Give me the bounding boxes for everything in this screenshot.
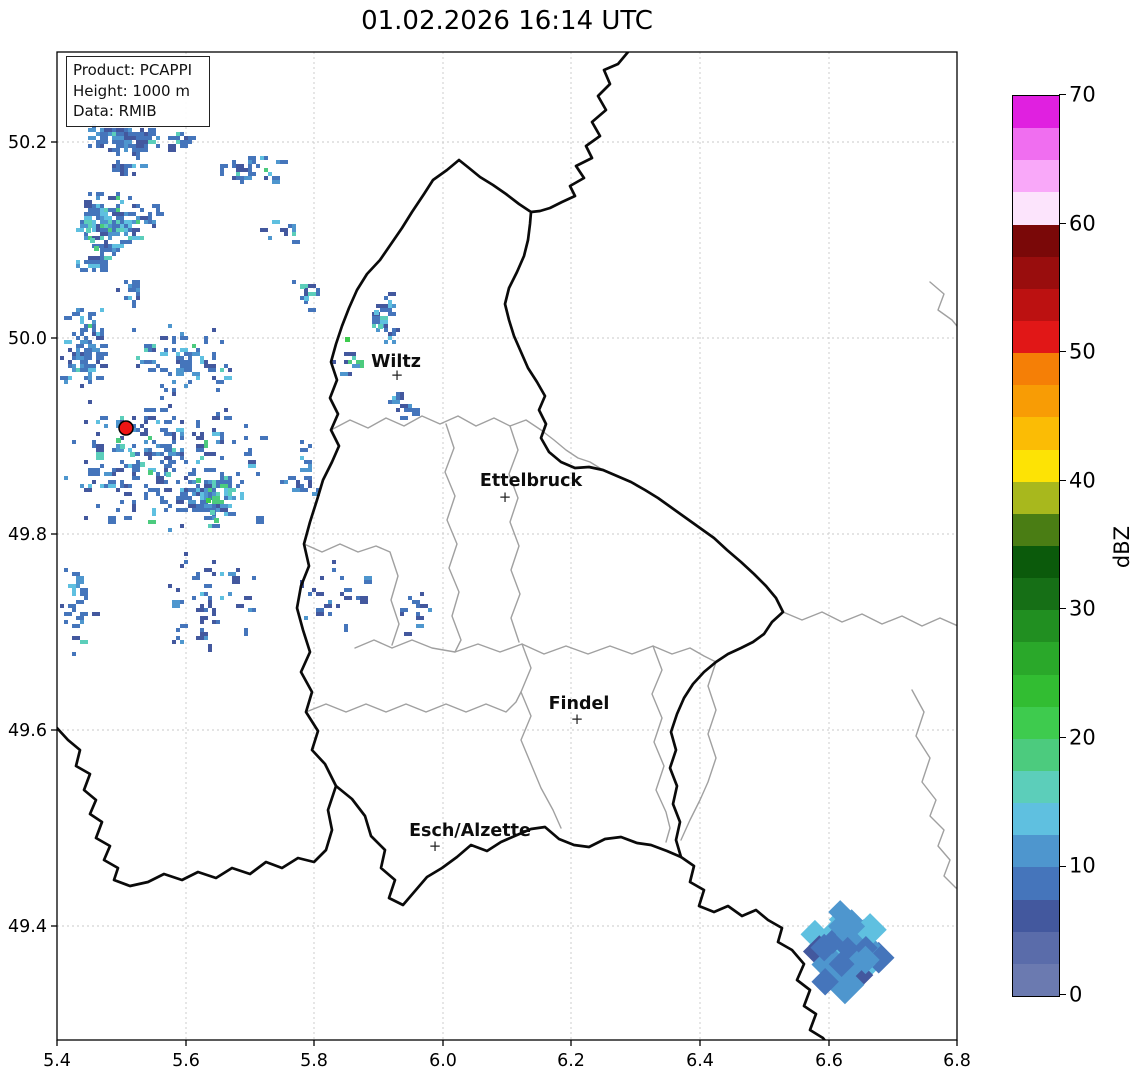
- data-source-line: Data: RMIB: [73, 102, 157, 121]
- y-tick-label: 49.8: [8, 525, 47, 545]
- colorbar-segment: [1013, 674, 1059, 707]
- colorbar-segment: [1013, 642, 1059, 675]
- colorbar-segment: [1013, 835, 1059, 868]
- colorbar-segment: [1013, 770, 1059, 804]
- x-tick-label: 5.6: [172, 1051, 200, 1071]
- colorbar-segment: [1013, 256, 1059, 289]
- colorbar-segment: [1013, 128, 1059, 161]
- x-tick-label: 6.4: [686, 1051, 714, 1071]
- city-marker: +: [429, 837, 442, 855]
- city-labels: Wiltz+Ettelbruck+Findel+Esch/Alzette+: [371, 352, 609, 855]
- city-marker: +: [571, 710, 584, 728]
- colorbar-tick-label: 70: [1069, 82, 1096, 107]
- map-content: Wiltz+Ettelbruck+Findel+Esch/Alzette+: [57, 52, 957, 1040]
- colorbar-segment: [1013, 931, 1059, 964]
- colorbar-segment: [1013, 320, 1059, 354]
- city-label: Findel: [549, 694, 610, 714]
- colorbar-segment: [1013, 385, 1059, 418]
- national-borders: [57, 52, 827, 1040]
- colorbar-tick-label: 30: [1069, 596, 1096, 621]
- colorbar-tick: [1059, 608, 1066, 610]
- colorbar-segment: [1013, 803, 1059, 836]
- city-label: Esch/Alzette: [409, 821, 531, 841]
- german-district-borders: [782, 281, 957, 889]
- colorbar-segment: [1013, 417, 1059, 450]
- axis-ticks: 5.4 5.6 5.8 6.0 6.2 6.4 6.6 6.8 50.2 50.0 49.8 49.6…: [8, 133, 971, 1071]
- colorbar-tick: [1059, 737, 1066, 739]
- colorbar-tick: [1059, 865, 1066, 867]
- y-tick-label: 50.0: [8, 329, 47, 349]
- colorbar-segment: [1013, 481, 1059, 514]
- plot-frame: [56, 51, 958, 1041]
- colorbar-unit-label: dBZ: [1110, 525, 1134, 569]
- colorbar-tick-label: 10: [1069, 853, 1096, 878]
- colorbar-segment: [1013, 867, 1059, 900]
- y-tick-label: 49.6: [8, 721, 47, 741]
- colorbar-segment: [1013, 96, 1059, 129]
- canton-borders: [303, 415, 717, 843]
- colorbar-segment: [1013, 706, 1059, 739]
- x-tick-label: 6.8: [943, 1051, 971, 1071]
- colorbar-segment: [1013, 160, 1059, 193]
- product-info-box: Product: PCAPPI Height: 1000 m Data: RMI…: [66, 56, 210, 128]
- colorbar-tick: [1059, 479, 1066, 481]
- colorbar-tick: [1059, 222, 1066, 224]
- colorbar-segment: [1013, 353, 1059, 386]
- x-tick-label: 5.8: [300, 1051, 328, 1071]
- colorbar-segment: [1013, 224, 1059, 257]
- product-line: Product: PCAPPI: [73, 61, 193, 79]
- colorbar-tick: [1059, 94, 1066, 96]
- x-tick-label: 6.6: [815, 1051, 843, 1071]
- colorbar-segment: [1013, 578, 1059, 611]
- y-tick-label: 49.4: [8, 917, 47, 937]
- colorbar-tick: [1059, 994, 1066, 996]
- figure-title: 01.02.2026 16:14 UTC: [361, 6, 653, 36]
- city-label: Ettelbruck: [480, 471, 583, 491]
- city-marker: +: [499, 488, 512, 506]
- colorbar-tick-label: 40: [1069, 468, 1096, 493]
- colorbar-tick-label: 60: [1069, 211, 1096, 236]
- colorbar-segment: [1013, 513, 1059, 546]
- colorbar-segment: [1013, 610, 1059, 643]
- colorbar-tick: [1059, 351, 1066, 353]
- colorbar-tick-label: 20: [1069, 725, 1096, 750]
- colorbar-segment: [1013, 899, 1059, 932]
- colorbar-segment: [1013, 192, 1059, 225]
- colorbar-segment: [1013, 545, 1059, 579]
- grid-lines: [57, 52, 957, 1040]
- colorbar-tick-label: 0: [1069, 982, 1083, 1007]
- radar-echoes: [60, 124, 895, 1005]
- red-station-marker: [118, 420, 134, 436]
- colorbar-segment: [1013, 738, 1059, 771]
- colorbar-segment: [1013, 963, 1059, 996]
- x-tick-label: 5.4: [43, 1051, 71, 1071]
- city-label: Wiltz: [371, 352, 421, 372]
- height-line: Height: 1000 m: [73, 81, 190, 100]
- y-tick-label: 50.2: [8, 133, 47, 153]
- x-tick-label: 6.0: [429, 1051, 457, 1071]
- colorbar: [1012, 95, 1060, 997]
- city-marker: +: [391, 366, 404, 384]
- x-tick-label: 6.2: [557, 1051, 585, 1071]
- colorbar-tick-label: 50: [1069, 339, 1096, 364]
- colorbar-segment: [1013, 288, 1059, 321]
- colorbar-segment: [1013, 449, 1059, 482]
